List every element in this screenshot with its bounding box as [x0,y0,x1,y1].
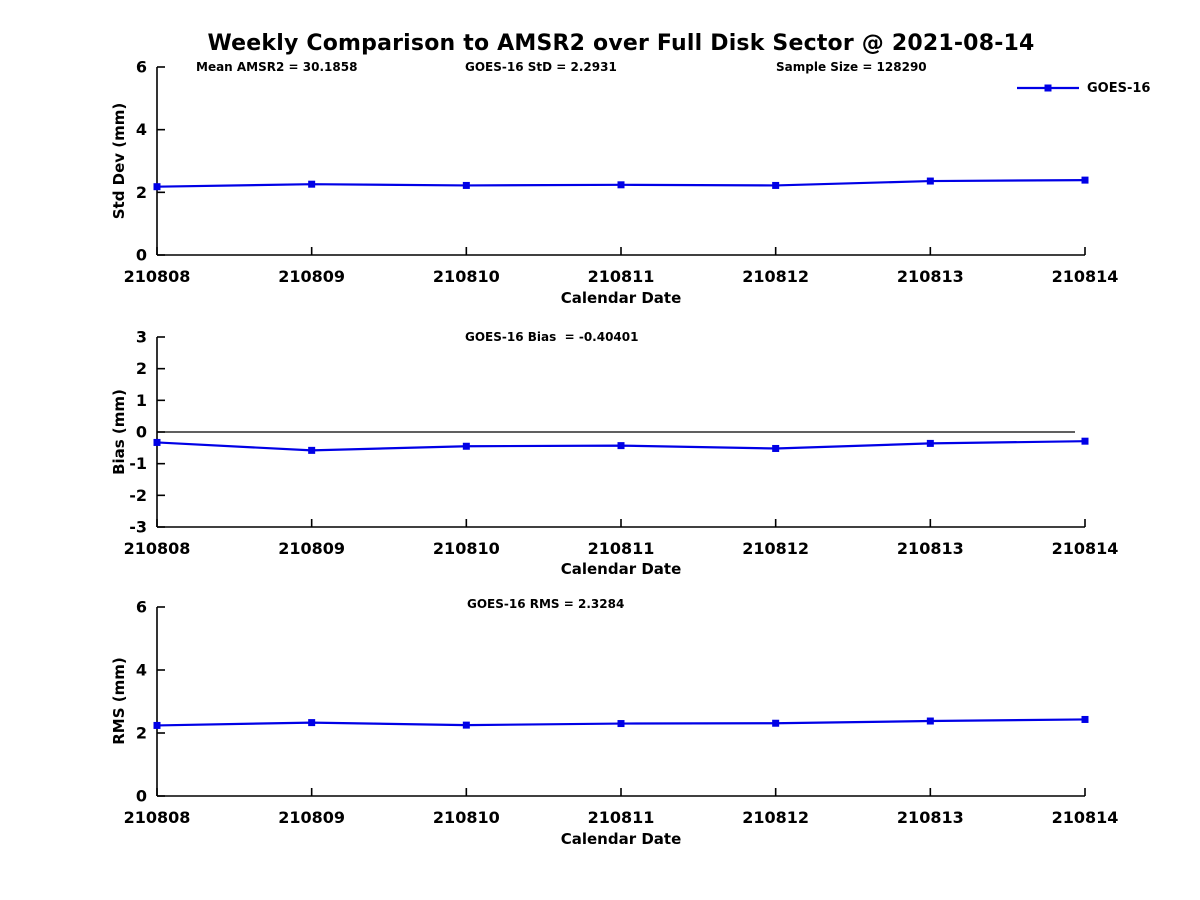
data-point-marker [1081,437,1089,445]
annotation-goes16-std: GOES-16 StD = 2.2931 [465,60,617,74]
data-point-marker [772,181,780,189]
legend-marker-icon [1044,84,1052,92]
x-tick-label: 210814 [1052,267,1119,286]
legend-label: GOES-16 [1087,80,1151,96]
x-tick-label: 210811 [588,539,655,558]
data-point-marker [153,183,161,191]
annotation-mean-amsr2: Mean AMSR2 = 30.1858 [196,60,358,74]
x-tick-label: 210809 [278,539,345,558]
data-point-marker [308,180,316,188]
x-tick-label: 210813 [897,539,964,558]
chart-bias: -3 -2 -1 0 1 2 3 210808 210809 210810 210811 210812… [124,328,1119,559]
x-tick-label: 210808 [124,267,191,286]
x-tick-label: 210811 [588,808,655,827]
x-tick-label: 210814 [1052,808,1119,827]
y-tick-label: -2 [129,486,147,505]
y-tick-label: -1 [129,454,147,473]
y-tick-label: 1 [136,391,147,410]
data-point-marker [926,177,934,185]
chart-std-dev: 0 2 4 6 210808 210809 210810 210811 210812 210813… [124,58,1119,287]
x-tick-label: 210810 [433,808,500,827]
data-point-marker [153,438,161,446]
y-tick-label: 2 [136,183,147,202]
y-tick-label: 3 [136,328,147,347]
x-tick-label: 210808 [124,539,191,558]
y-tick-label: 2 [136,359,147,378]
x-axis-label-2: Calendar Date [560,560,682,578]
x-tick-label: 210809 [278,808,345,827]
x-tick-label: 210811 [588,267,655,286]
x-axis-label-1: Calendar Date [560,289,682,307]
y-tick-label: 0 [136,423,147,442]
data-point-marker [772,444,780,452]
x-tick-label: 210812 [742,539,809,558]
chart-rms: 0 2 4 6 210808 210809 210810 210811 210812 210813… [124,598,1119,828]
data-point-marker [462,442,470,450]
x-tick-label: 210808 [124,808,191,827]
x-tick-label: 210810 [433,539,500,558]
data-point-marker [153,721,161,729]
y-tick-label: 0 [136,787,147,806]
page-title: Weekly Comparison to AMSR2 over Full Dis… [207,31,1035,56]
data-point-marker [308,719,316,727]
data-point-marker [462,181,470,189]
annotation-sample-size: Sample Size = 128290 [776,60,927,74]
y-axis-label-bias: Bias (mm) [110,389,128,475]
y-axis-label-std-dev: Std Dev (mm) [110,102,128,220]
data-point-marker [617,181,625,189]
x-tick-label: 210813 [897,808,964,827]
y-axis-label-rms: RMS (mm) [110,657,128,745]
data-point-marker [462,721,470,729]
annotation-goes16-bias: GOES-16 Bias = -0.40401 [465,330,639,344]
x-tick-label: 210812 [742,267,809,286]
y-tick-label: 0 [136,246,147,265]
x-axis-label-3: Calendar Date [560,830,682,848]
y-tick-label: 6 [136,58,147,77]
y-tick-label: -3 [129,518,147,537]
data-point-marker [772,719,780,727]
data-point-marker [308,446,316,454]
data-point-marker [617,442,625,450]
y-tick-label: 4 [136,661,147,680]
x-tick-label: 210814 [1052,539,1119,558]
x-tick-label: 210810 [433,267,500,286]
y-tick-label: 2 [136,724,147,743]
data-point-marker [926,439,934,447]
data-point-marker [926,717,934,725]
data-point-marker [1081,176,1089,184]
annotation-goes16-rms: GOES-16 RMS = 2.3284 [467,597,625,611]
x-tick-label: 210813 [897,267,964,286]
y-tick-label: 4 [136,120,147,139]
legend: GOES-16 [1015,79,1150,97]
legend-line-sample [1017,84,1079,92]
y-tick-label: 6 [136,598,147,617]
data-point-marker [1081,715,1089,723]
x-tick-label: 210809 [278,267,345,286]
data-point-marker [617,720,625,728]
x-tick-label: 210812 [742,808,809,827]
